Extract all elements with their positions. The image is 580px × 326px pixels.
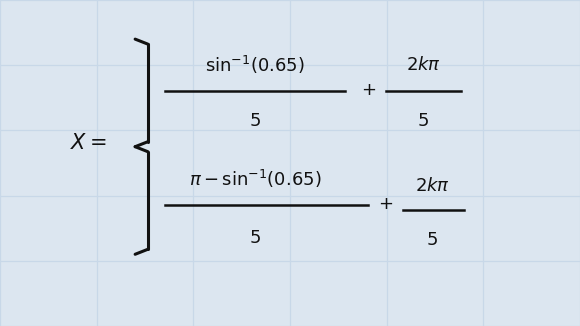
Text: $X =$: $X =$ <box>70 133 106 154</box>
Text: $5$: $5$ <box>418 111 429 130</box>
Text: $5$: $5$ <box>249 229 261 247</box>
Text: $5$: $5$ <box>426 230 438 249</box>
Text: $2k\pi$: $2k\pi$ <box>406 56 441 74</box>
Text: $+$: $+$ <box>378 195 393 213</box>
Text: $\pi - \mathrm{sin}^{-1}(0.65)$: $\pi - \mathrm{sin}^{-1}(0.65)$ <box>189 168 321 190</box>
Text: $+$: $+$ <box>361 81 376 99</box>
Text: $2k\pi$: $2k\pi$ <box>415 177 450 195</box>
Text: $5$: $5$ <box>249 111 261 130</box>
Text: $\mathrm{sin}^{-1}(0.65)$: $\mathrm{sin}^{-1}(0.65)$ <box>205 54 305 76</box>
